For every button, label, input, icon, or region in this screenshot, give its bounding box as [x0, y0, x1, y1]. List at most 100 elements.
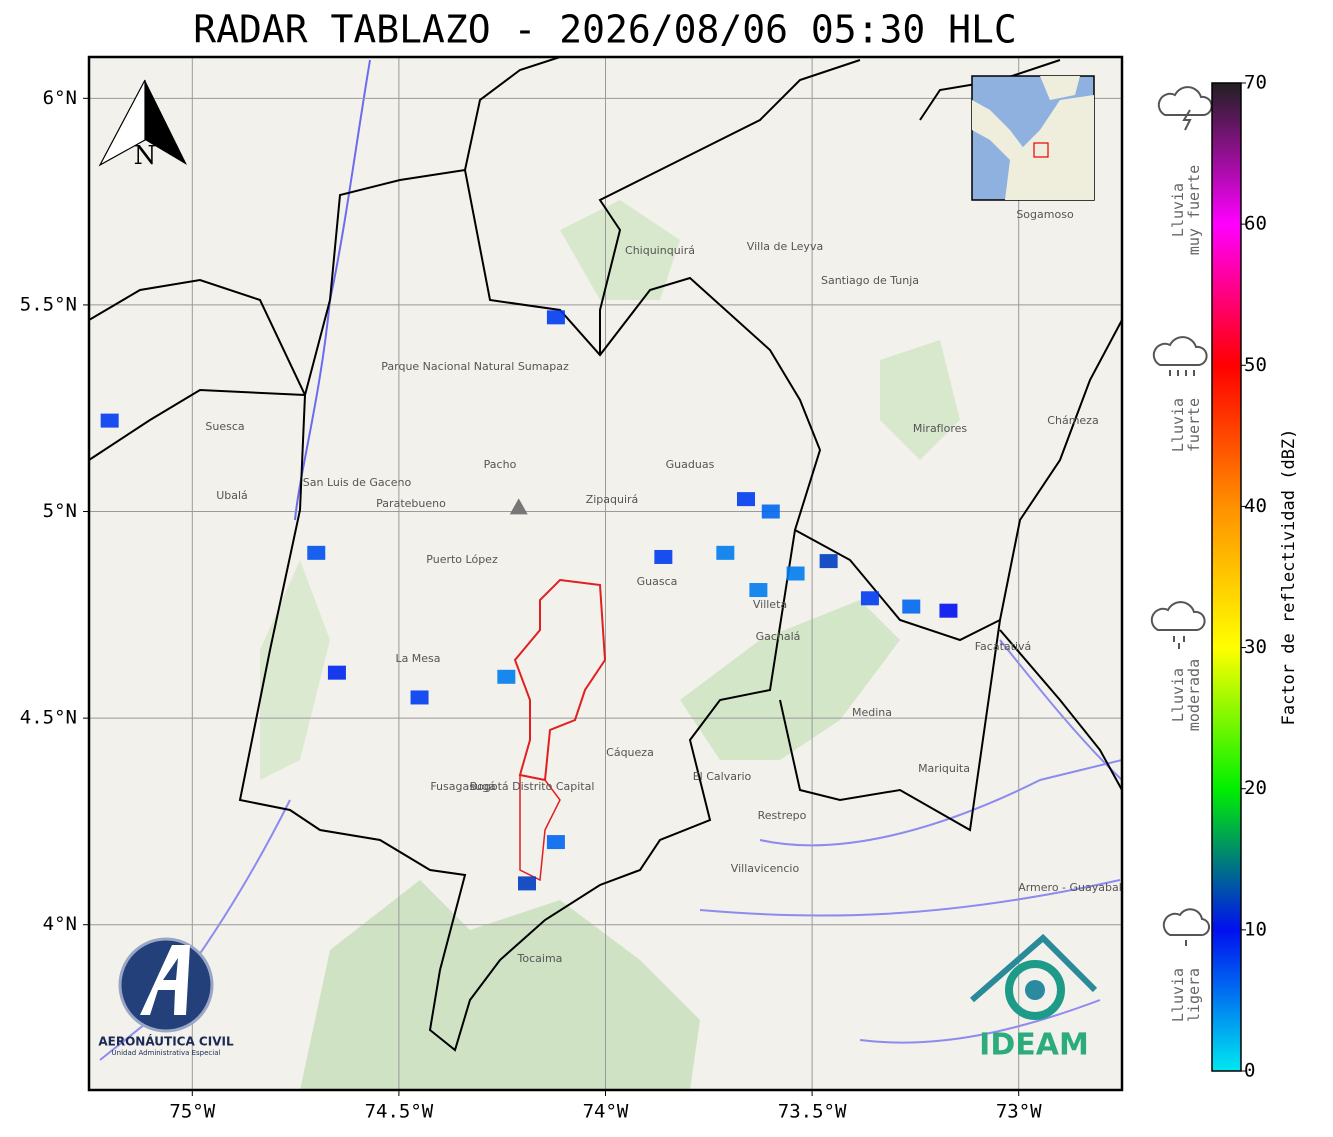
- colorbar: [1211, 82, 1242, 1072]
- y-tick-label: 4°N: [43, 913, 77, 935]
- place-label: Tocaima: [517, 952, 563, 965]
- colorbar-tick-label: 30: [1244, 636, 1267, 658]
- place-label: Sogamoso: [1016, 208, 1074, 221]
- place-label: Villavicencio: [731, 862, 800, 875]
- north-arrow: N: [98, 79, 187, 171]
- department-boundary: [779, 319, 1122, 832]
- river: [999, 639, 1122, 781]
- inset-land: [1005, 95, 1094, 200]
- arrow-half: [145, 80, 187, 165]
- place-label: Gachalá: [756, 630, 801, 643]
- radar-echo: [410, 690, 429, 705]
- place-label: Armero - Guayabal: [1018, 881, 1122, 894]
- rain-icon: [1169, 370, 1195, 376]
- cundinamarca-boundary: [238, 168, 822, 1052]
- rain-level-label: Lluvia: [1169, 668, 1187, 722]
- place-label: La Mesa: [395, 652, 440, 665]
- place-label: Villeta: [753, 598, 787, 611]
- place-label: Miraflores: [913, 422, 968, 435]
- radar-echo: [761, 504, 780, 519]
- radar-echo: [546, 835, 565, 850]
- place-label: Medina: [852, 706, 892, 719]
- place-label: Fusagasugá: [430, 780, 495, 793]
- radar-echo: [819, 554, 838, 569]
- colorbar-tick-label: 70: [1244, 72, 1267, 94]
- x-tick-label: 75°W: [169, 1101, 215, 1123]
- place-label: Puerto López: [426, 553, 498, 566]
- inset-land: [972, 100, 1025, 160]
- forest: [300, 880, 700, 1090]
- radar-echo: [939, 603, 958, 618]
- logo-swirl: [1005, 960, 1065, 1020]
- aerocivil-logo: AERONÁUTICA CIVIL Unidad Administrativa …: [98, 937, 234, 1057]
- y-tick-label: 6°N: [43, 87, 77, 109]
- inset-extent: [1033, 142, 1049, 158]
- radar-echo: [517, 876, 536, 891]
- y-tick-label: 5.5°N: [20, 293, 77, 315]
- place-label: Villa de Leyva: [747, 240, 823, 253]
- inset-land: [1040, 76, 1080, 100]
- radar-echo: [716, 545, 735, 560]
- cloud-icon: [1150, 601, 1206, 631]
- forest: [680, 600, 900, 760]
- logo-text: IDEAM: [979, 1028, 1089, 1063]
- place-label: Chámeza: [1047, 414, 1098, 427]
- radar-echo: [749, 583, 768, 598]
- colorbar-tick-label: 0: [1244, 1060, 1255, 1082]
- basemap: Villavicencio Zipaquirá Sogamoso Chiquinqui…: [89, 57, 1122, 1090]
- radar-echo: [327, 665, 346, 680]
- radar-echo: [307, 545, 326, 560]
- radar-echo: [497, 669, 516, 684]
- department-boundary: [89, 278, 306, 461]
- place-label: Restrepo: [758, 809, 807, 822]
- title: RADAR TABLAZO - 2026/08/06 05:30 HLC: [193, 8, 1017, 52]
- place-label: Facatativá: [975, 640, 1032, 653]
- logo-swirl: [1025, 980, 1045, 1000]
- logo-a: [140, 945, 190, 1015]
- river: [759, 759, 1122, 847]
- x-tick-label: 73°W: [996, 1101, 1042, 1123]
- rain-icons: [1150, 86, 1213, 946]
- rain-level-label: ligera: [1185, 968, 1203, 1022]
- river: [699, 879, 1121, 917]
- logo-text: AERONÁUTICA CIVIL: [98, 1034, 234, 1049]
- x-tick-label: 74.5°W: [365, 1101, 434, 1123]
- department-boundary: [464, 57, 861, 355]
- rain-level-label: Lluvia: [1169, 968, 1187, 1022]
- place-label: El Calvario: [693, 770, 752, 783]
- department-boundary: [919, 59, 1122, 791]
- rain-level-label: Lluvia: [1169, 183, 1187, 237]
- radar-echoes: [100, 310, 958, 891]
- colorbar-tick-label: 40: [1244, 495, 1267, 517]
- place-label: Zipaquirá: [586, 493, 639, 506]
- radar-echo: [654, 549, 673, 564]
- radar-echo: [546, 310, 565, 325]
- river: [859, 999, 1101, 1044]
- place-label: Pacho: [484, 458, 517, 471]
- radar-echo: [736, 492, 755, 507]
- logo-roof: [970, 933, 1098, 1003]
- forest: [560, 200, 680, 300]
- rain-level-label: moderada: [1185, 659, 1203, 731]
- rain-icon: [1173, 636, 1185, 649]
- place-label: Guaduas: [666, 458, 715, 471]
- place-label: Mariquita: [918, 762, 970, 775]
- inset-map: [971, 75, 1095, 201]
- cloud-icon: [1152, 336, 1208, 366]
- y-tick-label: 5°N: [43, 500, 77, 522]
- axis-ticks: 75°W 74.5°W 74°W 73.5°W 73°W 6°N 5.5°N 5°N 4.5°N…: [20, 87, 1042, 1123]
- colorbar-tick-label: 10: [1244, 918, 1267, 940]
- place-label: San Luis de Gaceno: [303, 476, 412, 489]
- north-label: N: [134, 141, 157, 171]
- lightning-icon: [1182, 109, 1192, 131]
- place-label: Chiquinquirá: [625, 244, 695, 257]
- logo-subtext: Unidad Administrativa Especial: [112, 1049, 221, 1057]
- radar-site: [509, 498, 528, 515]
- rain-level-label: muy fuerte: [1185, 165, 1203, 255]
- cloud-icon: [1162, 908, 1211, 937]
- place-label: Guasca: [637, 575, 678, 588]
- place-label: Suesca: [205, 420, 244, 433]
- radar-echo: [786, 566, 805, 581]
- colorbar-tick-label: 60: [1244, 213, 1267, 235]
